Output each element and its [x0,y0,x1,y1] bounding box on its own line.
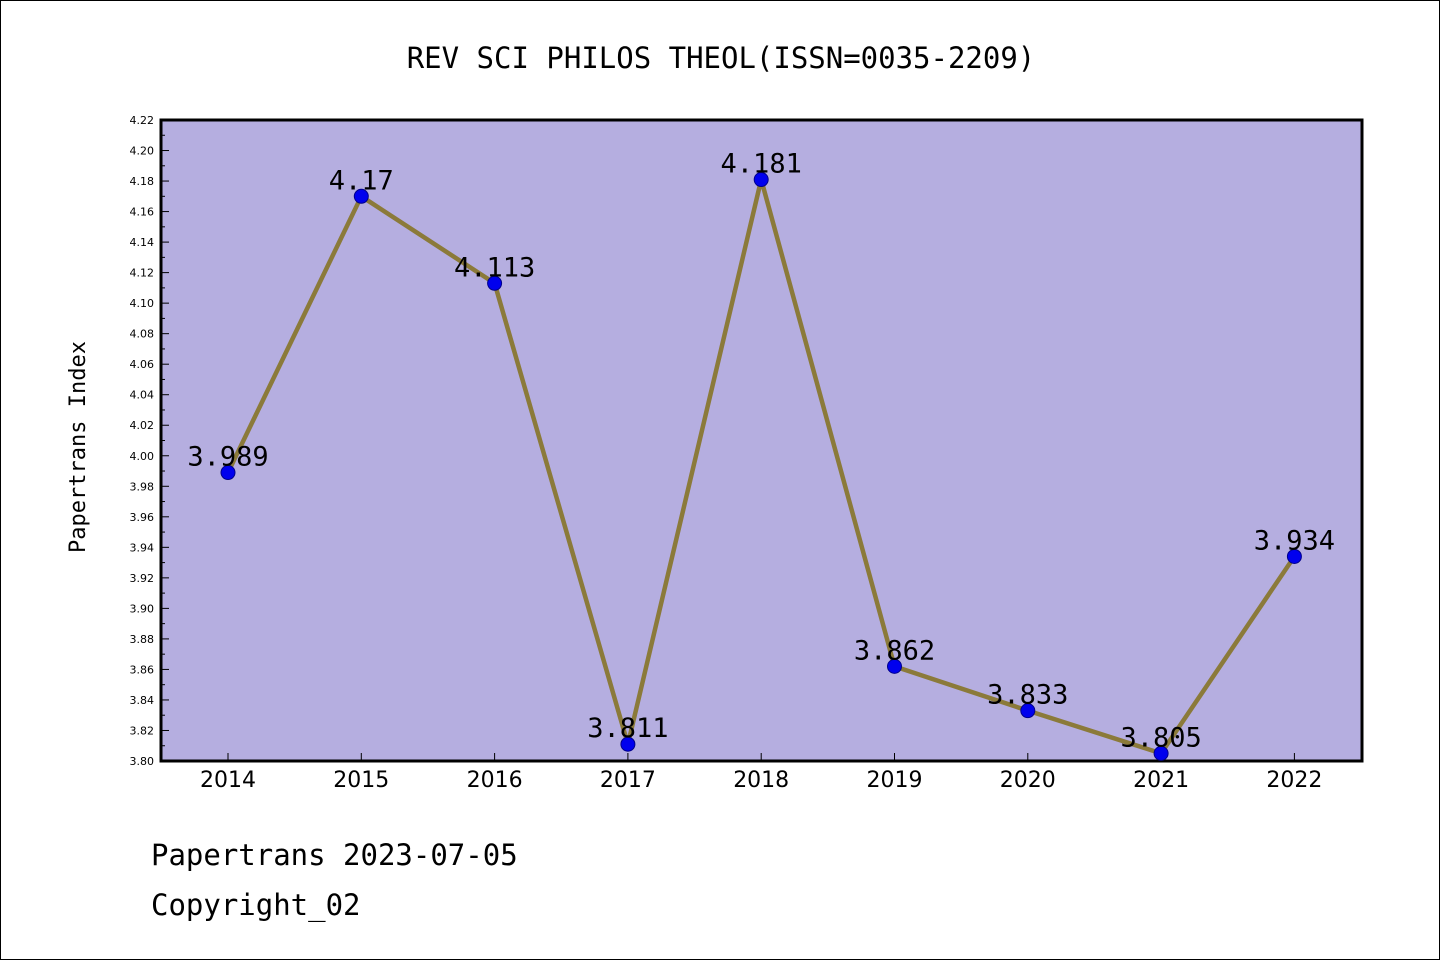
y-tick-label: 3.92 [130,572,155,585]
data-point [887,658,902,674]
y-tick-label: 4.12 [130,267,155,280]
x-tick-label: 2021 [1133,768,1189,793]
x-tick-label: 2022 [1266,768,1322,793]
data-label: 3.862 [854,635,935,666]
y-tick-label: 3.84 [130,694,155,707]
x-tick-label: 2016 [467,768,523,793]
y-tick-label: 4.06 [130,358,155,371]
y-tick-label: 4.20 [130,145,155,158]
y-tick-label: 4.04 [130,389,155,402]
data-point [1153,745,1169,761]
data-labels: 3.989 4.17 4.113 3.811 4.181 3.862 3.833 3.805 3… [187,149,1335,754]
x-tick-label: 2017 [600,768,656,793]
x-tick-label: 2014 [200,768,256,793]
data-point [620,736,636,752]
y-tick-label: 3.88 [130,633,155,646]
y-tick-label: 4.18 [130,175,155,188]
data-label: 4.181 [721,149,802,180]
data-label: 3.805 [1120,722,1201,753]
y-axis-label: Papertrans Index [66,341,91,553]
y-tick-label: 4.02 [130,419,155,432]
y-tick-label: 3.94 [130,541,155,554]
data-point [487,275,503,291]
y-tick-label: 3.96 [130,511,155,524]
y-tick-label: 3.98 [130,480,155,493]
y-tick-label: 4.08 [130,328,155,341]
data-label: 3.833 [987,680,1068,711]
data-point [1286,548,1302,564]
data-label: 3.989 [187,442,268,473]
x-axis: 2014 2015 2016 2017 2018 2019 2020 2021 2022 [200,753,1322,793]
data-point [753,172,769,188]
chart-title: REV SCI PHILOS THEOL(ISSN=0035-2209) [407,41,1036,75]
footer-date: Papertrans 2023-07-05 [151,838,518,872]
x-tick-label: 2020 [1000,768,1056,793]
y-tick-label: 3.80 [130,755,155,768]
y-tick-label: 3.82 [130,724,155,737]
y-tick-label: 4.22 [130,114,155,127]
x-tick-label: 2015 [333,768,389,793]
data-label: 3.934 [1254,525,1335,556]
data-point [220,465,236,481]
y-tick-label: 3.86 [130,663,155,676]
y-tick-label: 4.14 [130,236,155,249]
y-tick-label: 4.10 [130,297,155,310]
data-point [1020,703,1036,719]
data-label: 4.17 [329,165,394,196]
y-tick-label: 3.90 [130,602,155,615]
x-tick-label: 2018 [733,768,789,793]
x-tick-label: 2019 [867,768,923,793]
y-tick-label: 4.16 [130,206,155,219]
data-point [353,188,369,204]
data-label: 3.811 [587,713,668,744]
y-axis: 3.80 3.82 3.84 3.86 3.88 3.90 3.92 3.94 3.96 3.98… [130,114,169,768]
footer-copyright: Copyright_02 [151,888,361,923]
data-series [220,172,1302,761]
data-label: 4.113 [454,252,535,283]
plot-area [159,118,1364,763]
y-tick-label: 4.00 [130,450,155,463]
